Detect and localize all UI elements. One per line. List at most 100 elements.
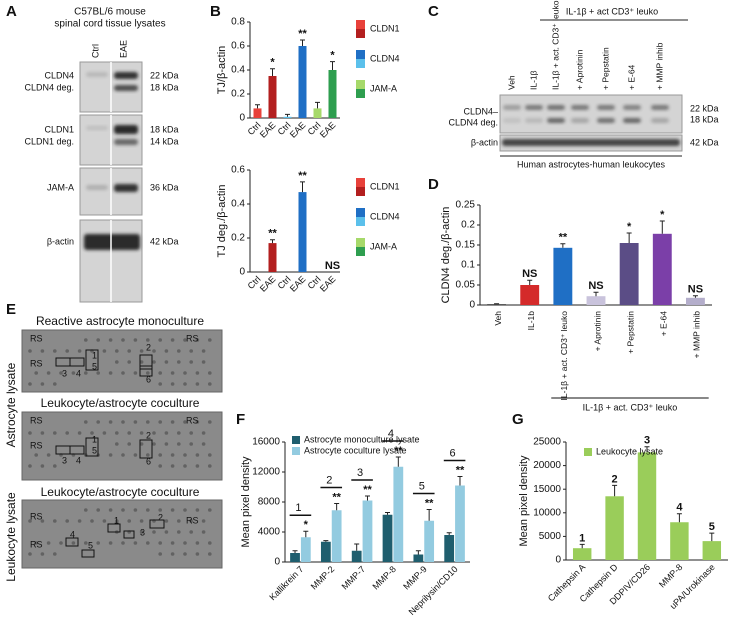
array-spot <box>170 453 175 457</box>
error-bar <box>303 530 309 538</box>
array-spot <box>102 349 107 353</box>
spot-label: 3 <box>62 368 67 378</box>
array-spot <box>53 431 57 435</box>
array-spot <box>208 420 212 424</box>
array-spot <box>84 541 88 545</box>
array-spot <box>108 508 113 512</box>
error-bar <box>692 295 698 298</box>
array-spot <box>127 431 131 435</box>
y-tick-label: 0.2 <box>231 89 245 100</box>
legend-swatch <box>356 50 365 59</box>
array-spot <box>121 541 125 545</box>
array-spot <box>96 371 100 375</box>
array-spot <box>183 464 187 468</box>
blot-header: IL-1β + act CD3⁺ leuko <box>566 6 658 16</box>
y-tick-label: 0.2 <box>461 220 475 231</box>
array-spot <box>170 552 175 556</box>
array-spot <box>158 371 162 375</box>
lane-label: + Aprotinin <box>574 49 584 90</box>
group-label: 4 <box>388 428 394 440</box>
array-spot <box>164 519 169 523</box>
array-spot <box>40 349 45 353</box>
legend-swatch <box>292 436 300 444</box>
array-box <box>139 439 153 459</box>
bar <box>605 496 624 560</box>
legend-swatch <box>356 20 365 29</box>
x-tick-label: + MMP inhib <box>692 311 702 359</box>
array-spot <box>133 371 138 375</box>
blot-band <box>597 118 615 123</box>
bar <box>253 108 262 118</box>
array-spot <box>96 420 100 424</box>
array-spot <box>121 371 125 375</box>
band-label: CLDN4 deg. <box>448 117 498 127</box>
annotation: NS <box>588 280 603 292</box>
bar <box>553 247 573 305</box>
blot-band <box>525 105 543 110</box>
array-spot <box>115 360 119 364</box>
array-spot <box>71 541 76 545</box>
error-bar <box>354 543 360 551</box>
array-spot <box>152 431 156 435</box>
array-spot <box>195 508 200 512</box>
array-spot <box>170 464 175 468</box>
array-spot <box>189 442 193 446</box>
spot-label: RS <box>186 333 199 343</box>
band-label: CLDN4– <box>463 106 498 116</box>
annotation: ** <box>394 445 403 457</box>
array-spot <box>40 382 45 386</box>
array-spot <box>158 338 162 342</box>
array-spot <box>96 338 100 342</box>
y-tick-label: 0.15 <box>456 240 476 251</box>
array-spot <box>208 541 212 545</box>
bar <box>520 285 540 305</box>
y-axis-label: Mean pixel density <box>240 456 252 548</box>
array-spot <box>90 519 94 523</box>
lane-label: + Pepstatin <box>600 47 610 90</box>
array-spot <box>65 349 69 353</box>
legend-swatch <box>584 448 592 456</box>
lane-label: + E-64 <box>626 64 636 90</box>
error-bar <box>285 113 290 117</box>
legend-swatch <box>356 89 365 98</box>
array-spot <box>146 371 150 375</box>
legend-swatch <box>356 80 365 89</box>
blot-band <box>84 234 140 250</box>
y-tick-label: 0.6 <box>231 165 245 176</box>
size-label: 42 kDa <box>150 236 179 246</box>
array-spot <box>164 431 169 435</box>
spot-label: 4 <box>76 455 81 465</box>
annotation: 5 <box>709 521 715 533</box>
array-spot <box>59 541 63 545</box>
array-spot <box>133 508 138 512</box>
x-tick-label: EAE <box>318 274 338 294</box>
y-tick-label: 0.2 <box>231 233 245 244</box>
legend-swatch <box>356 187 365 196</box>
bar <box>362 500 373 562</box>
group-label: 6 <box>450 447 456 459</box>
group-label: 3 <box>357 467 363 479</box>
array-spot <box>146 453 150 457</box>
spot-label: 3 <box>62 455 67 465</box>
array-spot <box>121 508 125 512</box>
bar <box>283 116 292 118</box>
legend-label: JAM-A <box>370 241 397 251</box>
x-tick-label: IL-1β + act. CD3⁺ leuko <box>559 311 569 401</box>
band-label: CLDN4 deg. <box>24 82 74 92</box>
y-tick-label: 20000 <box>533 460 561 471</box>
legend-label: CLDN1 <box>370 23 400 33</box>
spot-label: 5 <box>92 361 97 371</box>
annotation: ** <box>363 484 372 496</box>
error-bar <box>593 291 599 297</box>
x-tick-label: MMP-9 <box>401 564 429 592</box>
array-spot <box>158 464 162 468</box>
array-spot <box>208 382 212 386</box>
array-spot <box>46 371 51 375</box>
x-tick-label: + E-64 <box>659 311 669 337</box>
y-tick-label: 0.4 <box>231 65 245 76</box>
array-spot <box>146 420 150 424</box>
array-spot <box>195 420 200 424</box>
array-spot <box>121 420 125 424</box>
spot-label: 2 <box>146 430 151 440</box>
array-box <box>65 537 79 547</box>
